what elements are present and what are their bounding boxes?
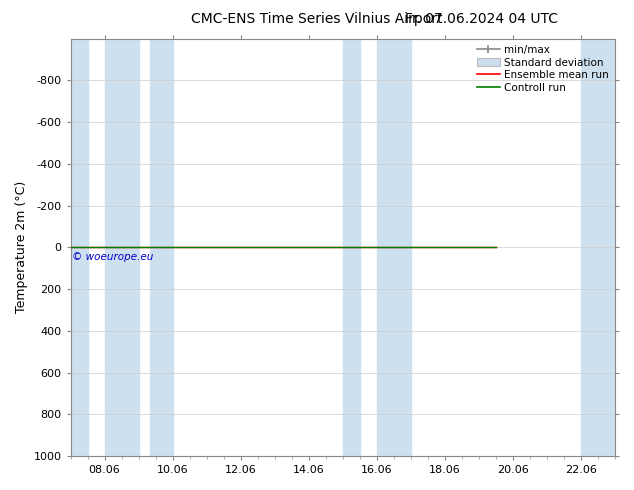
Text: Fr. 07.06.2024 04 UTC: Fr. 07.06.2024 04 UTC [405, 12, 558, 26]
Bar [581, 39, 615, 456]
Text: CMC-ENS Time Series Vilnius Airport: CMC-ENS Time Series Vilnius Airport [191, 12, 443, 26]
Bar [377, 39, 411, 456]
Bar [105, 39, 139, 456]
Text: © woeurope.eu: © woeurope.eu [72, 252, 153, 262]
Y-axis label: Temperature 2m (°C): Temperature 2m (°C) [15, 181, 28, 314]
Legend: min/max, Standard deviation, Ensemble mean run, Controll run: min/max, Standard deviation, Ensemble me… [474, 42, 612, 96]
Bar [70, 39, 87, 456]
Bar [150, 39, 172, 456]
Bar [343, 39, 359, 456]
